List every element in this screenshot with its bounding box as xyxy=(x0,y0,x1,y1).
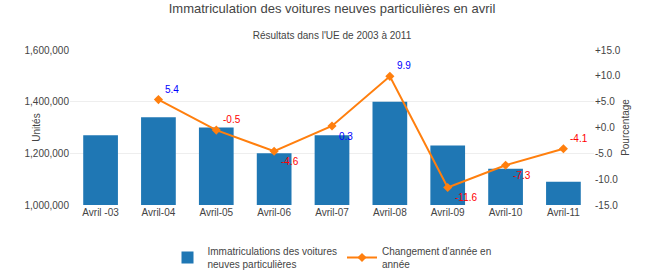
svg-text:Résultats dans l'UE de 2003 à: Résultats dans l'UE de 2003 à 2011 xyxy=(253,30,412,41)
svg-text:1,400,000: 1,400,000 xyxy=(25,96,70,107)
svg-text:Avril-11: Avril-11 xyxy=(547,207,580,218)
svg-text:9.9: 9.9 xyxy=(397,60,411,71)
svg-text:+15.0: +15.0 xyxy=(595,45,621,56)
svg-text:+5.0: +5.0 xyxy=(595,96,615,107)
svg-text:+10.0: +10.0 xyxy=(595,70,621,81)
svg-text:Avril-06: Avril-06 xyxy=(257,207,291,218)
svg-text:Changement d'année enannée: Changement d'année enannée xyxy=(382,246,491,270)
svg-text:Avril-07: Avril-07 xyxy=(315,207,349,218)
svg-text:1,600,000: 1,600,000 xyxy=(25,45,70,56)
svg-text:-0.5: -0.5 xyxy=(223,114,241,125)
svg-text:Avril -03: Avril -03 xyxy=(82,207,119,218)
svg-text:Avril-08: Avril-08 xyxy=(373,207,407,218)
svg-text:-4.1: -4.1 xyxy=(570,133,588,144)
svg-text:5.4: 5.4 xyxy=(165,84,179,95)
svg-text:-15.0: -15.0 xyxy=(595,200,618,211)
svg-text:0.3: 0.3 xyxy=(339,131,353,142)
svg-text:1,200,000: 1,200,000 xyxy=(25,148,70,159)
svg-text:Avril-04: Avril-04 xyxy=(142,207,176,218)
svg-text:Immatriculation des voitures n: Immatriculation des voitures neuves part… xyxy=(169,1,496,16)
svg-text:-5.0: -5.0 xyxy=(595,148,613,159)
svg-text:Avril-10: Avril-10 xyxy=(489,207,523,218)
svg-text:-10.0: -10.0 xyxy=(595,174,618,185)
svg-text:-7.3: -7.3 xyxy=(513,170,531,181)
svg-text:Unités: Unités xyxy=(31,113,42,141)
svg-text:1,000,000: 1,000,000 xyxy=(25,200,70,211)
svg-text:-11.6: -11.6 xyxy=(455,192,477,203)
svg-text:Pourcentage: Pourcentage xyxy=(620,99,631,156)
svg-text:-4.6: -4.6 xyxy=(281,156,299,167)
svg-text:Immatriculations des voituresn: Immatriculations des voituresneuves part… xyxy=(208,246,338,270)
svg-text:Avril-05: Avril-05 xyxy=(199,207,233,218)
svg-text:Avril-09: Avril-09 xyxy=(431,207,465,218)
svg-text:+0.0: +0.0 xyxy=(595,122,615,133)
